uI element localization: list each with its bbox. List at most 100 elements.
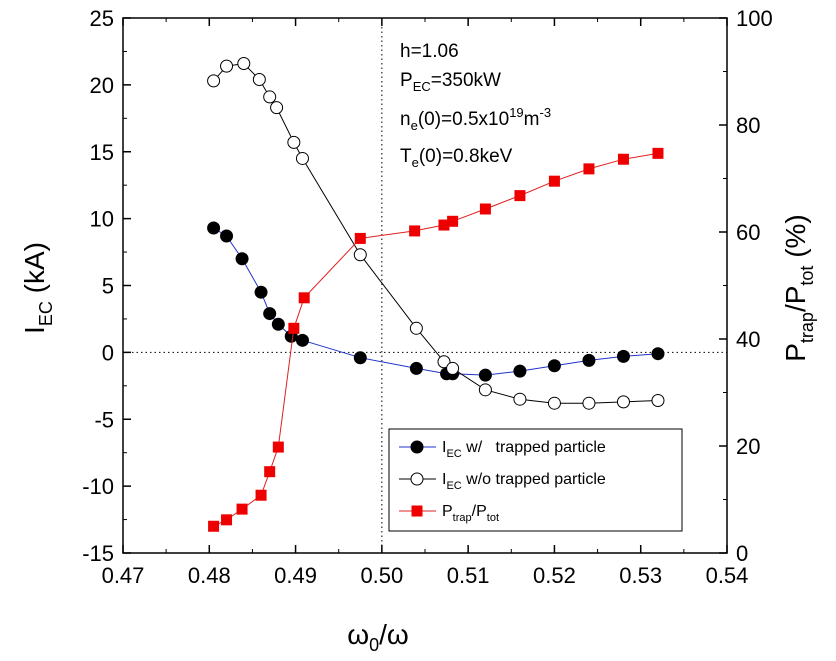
x-tick-label: 0.52 <box>533 563 576 588</box>
series-1-point <box>237 56 251 70</box>
series-2-point <box>438 219 450 231</box>
legend-label-ptrap: Ptrap/Ptot <box>442 503 499 524</box>
series-0-point <box>582 353 596 367</box>
series-2-point <box>221 514 233 526</box>
series-2-point <box>288 322 300 334</box>
series-2-point <box>208 520 220 532</box>
series-1-point <box>616 395 630 409</box>
series-2-point <box>447 215 459 227</box>
y-right-tick-label: 20 <box>736 434 760 459</box>
series-2-point <box>272 441 284 453</box>
y-right-tick-label: 80 <box>736 113 760 138</box>
legend-label-trapped: IEC w/ trapped particle <box>442 439 606 460</box>
y-left-tick-label: -10 <box>82 474 114 499</box>
series-1-point <box>263 90 277 104</box>
x-axis-title: ω0/ω <box>347 619 409 655</box>
series-1-point <box>220 59 234 73</box>
annotation-te: Te(0)=0.8keV <box>400 146 513 170</box>
y-left-tick-label: -15 <box>82 541 114 566</box>
annotation-block: h=1.06 PEC=350kW ne(0)=0.5x1019m-3 Te(0)… <box>400 41 551 170</box>
legend-box <box>388 428 683 532</box>
series-2-point <box>548 175 560 187</box>
series-0-point <box>651 347 665 361</box>
legend-entry-trapped: IEC w/ trapped particle <box>399 439 606 460</box>
series-1-point <box>582 396 596 410</box>
legend-marker-ptrap <box>411 505 423 517</box>
series-0-point <box>295 333 309 347</box>
series-0-point <box>353 351 367 365</box>
series-2-point <box>255 489 267 501</box>
y-left-tick-label: 10 <box>90 207 114 232</box>
y-left-tick-label: 20 <box>90 73 114 98</box>
y-left-tick-label: 0 <box>102 340 114 365</box>
series-1 <box>207 56 665 410</box>
series-0-point <box>271 317 285 331</box>
series-0-point <box>220 229 234 243</box>
y-right-tick-label: 0 <box>736 541 748 566</box>
legend-marker-untrapped <box>410 472 424 486</box>
x-tick-label: 0.47 <box>102 563 145 588</box>
series-2-point <box>236 503 248 515</box>
series-2-point <box>354 232 366 244</box>
series-1-point <box>409 321 423 335</box>
series-2-point <box>479 203 491 215</box>
series-0-point <box>263 307 277 321</box>
annotation-h: h=1.06 <box>400 41 459 62</box>
y-right-tick-label: 40 <box>736 327 760 352</box>
series-1-point <box>353 248 367 262</box>
annotation-ne: ne(0)=0.5x1019m-3 <box>400 105 551 133</box>
series-1-point <box>270 101 284 115</box>
y-left-tick-label: 5 <box>102 274 114 299</box>
legend-entry-untrapped: IEC w/o trapped particle <box>399 471 606 492</box>
series-1-point <box>287 135 301 149</box>
x-tick-label: 0.49 <box>274 563 317 588</box>
y-axis-left-title: IEC (kA) <box>19 242 56 334</box>
series-1-point <box>437 355 451 369</box>
x-tick-label: 0.50 <box>360 563 403 588</box>
axes-layer: 0.47 0.48 0.49 0.50 0.51 0.52 0.53 0.54 -15 -10 -5… <box>82 6 773 588</box>
y-axis-right-title: Ptrap/Ptot (%) <box>780 214 817 362</box>
legend-entry-ptrap: Ptrap/Ptot <box>399 503 499 524</box>
series-1-point <box>478 383 492 397</box>
series-0-point <box>235 252 249 266</box>
x-tick-label: 0.48 <box>188 563 231 588</box>
series-0-line <box>213 227 659 376</box>
series-0-point <box>207 221 221 235</box>
y-left-tick-label: 25 <box>90 6 114 31</box>
annotation-pec: PEC=350kW <box>400 70 501 94</box>
series-0-point <box>513 364 527 378</box>
y-left-tick-label: -5 <box>94 407 114 432</box>
series-0-point <box>616 349 630 363</box>
y-left-tick-label: 15 <box>90 140 114 165</box>
legend: IEC w/ trapped particle IEC w/o trapped … <box>388 428 683 532</box>
y-right-tick-label: 60 <box>736 220 760 245</box>
series-2-point <box>514 190 526 202</box>
x-tick-label: 0.51 <box>447 563 490 588</box>
series-1-point <box>513 392 527 406</box>
series-0 <box>207 221 665 382</box>
y-right-tick-label: 100 <box>736 6 773 31</box>
x-tick-label: 0.53 <box>619 563 662 588</box>
series-2-point <box>652 147 664 159</box>
series-1-point <box>651 394 665 408</box>
series-2-point <box>409 225 421 237</box>
series-0-point <box>478 368 492 382</box>
series-2-point <box>264 466 276 478</box>
legend-marker-trapped <box>410 440 424 454</box>
series-0-point <box>547 359 561 373</box>
series-2 <box>208 147 664 532</box>
series-2-point <box>298 292 310 304</box>
legend-label-untrapped: IEC w/o trapped particle <box>442 471 606 492</box>
series-0-point <box>254 285 268 299</box>
series-1-point <box>295 151 309 165</box>
series-1-point <box>547 396 561 410</box>
series-layer <box>207 56 665 532</box>
series-1-point <box>207 74 221 88</box>
series-1-point <box>252 73 266 87</box>
series-0-point <box>409 361 423 375</box>
series-1-point <box>446 361 460 375</box>
series-2-point <box>617 153 629 165</box>
x-tick-label: 0.54 <box>706 563 749 588</box>
series-2-point <box>583 163 595 175</box>
